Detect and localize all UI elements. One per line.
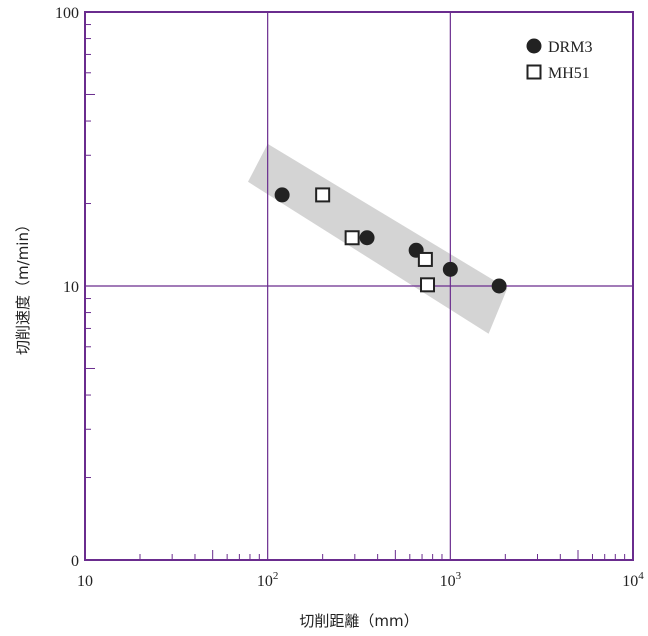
legend-label: DRM3 <box>548 39 592 56</box>
trend-band <box>248 143 508 334</box>
grid-layer <box>85 12 633 560</box>
y-tick-label: 100 <box>55 5 79 22</box>
y-tick-label: 0 <box>71 553 79 570</box>
data-point-circle <box>491 278 507 294</box>
data-point-square <box>417 251 433 267</box>
x-tick-label: 104 <box>622 570 644 590</box>
y-axis-title: 切削速度（m/min） <box>14 217 32 355</box>
data-points <box>274 187 507 294</box>
x-tick-label: 10 <box>77 573 93 590</box>
minor-tick-layer <box>85 24 626 560</box>
legend-label: MH51 <box>548 65 590 82</box>
data-point-square <box>420 277 436 293</box>
y-tick-label: 10 <box>63 279 79 296</box>
legend: DRM3 MH51 <box>526 38 592 82</box>
x-tick-label: 102 <box>257 570 279 590</box>
x-tick-labels: 10 102 103 104 <box>77 570 644 590</box>
x-tick-label: 103 <box>440 570 462 590</box>
legend-marker <box>526 64 542 80</box>
legend-marker <box>526 38 542 54</box>
data-point-circle <box>442 261 458 277</box>
data-point-circle <box>274 187 290 203</box>
trend-band-layer <box>248 143 508 334</box>
y-tick-labels: 0 10 100 <box>55 5 79 570</box>
data-point-circle <box>359 230 375 246</box>
data-point-square <box>344 230 360 246</box>
data-point-square <box>315 187 331 203</box>
plot-frame <box>84 11 634 561</box>
x-axis-title: 切削距離（mm） <box>299 612 418 630</box>
